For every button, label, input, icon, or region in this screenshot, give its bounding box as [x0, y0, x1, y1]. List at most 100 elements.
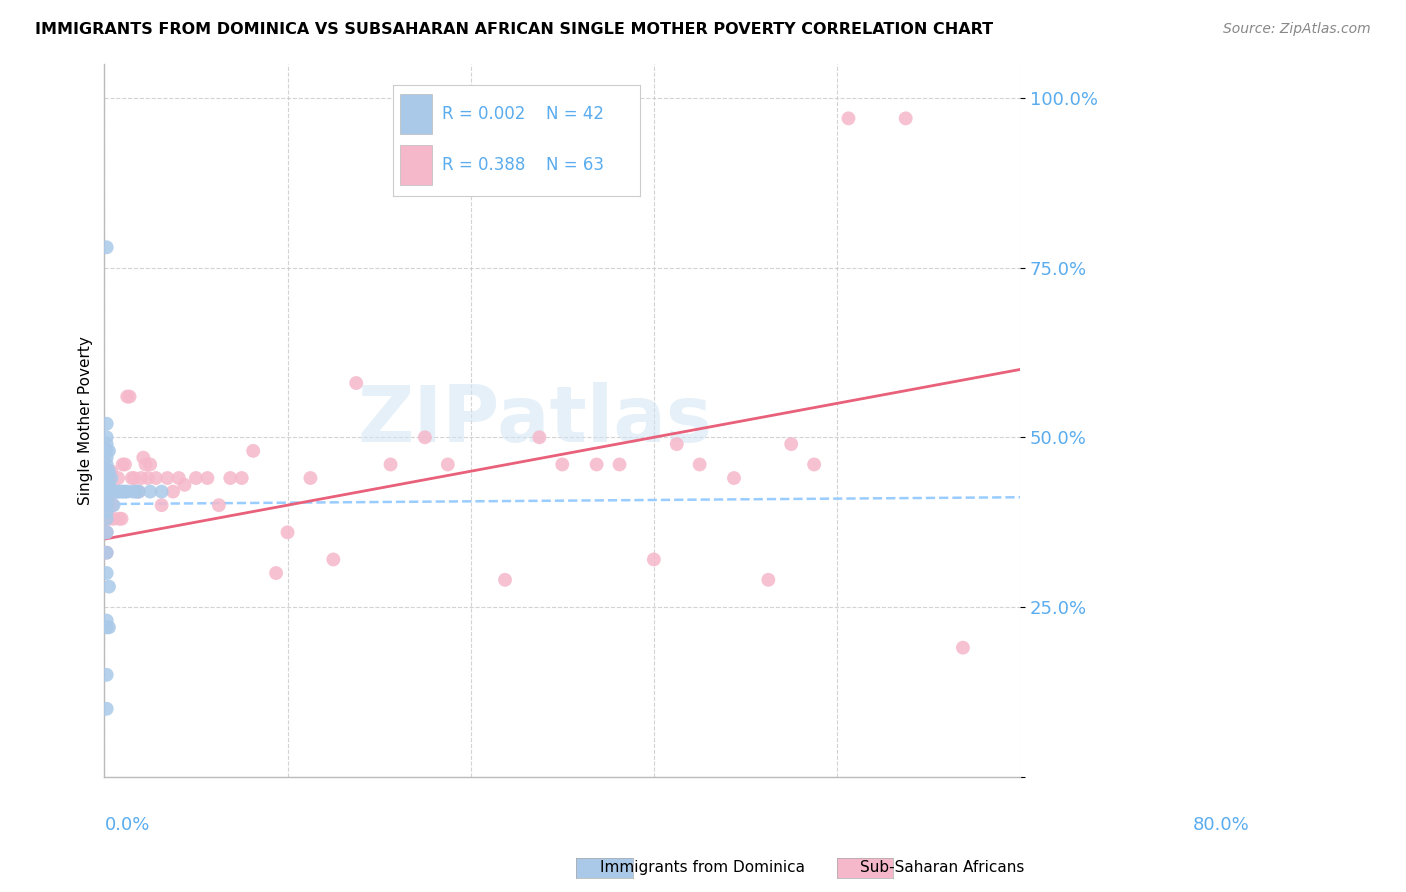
Y-axis label: Single Mother Poverty: Single Mother Poverty: [79, 336, 93, 505]
Point: [96, 478, 118, 492]
Point: [110, 512, 132, 526]
Point: [98, 484, 121, 499]
Point: [322, 552, 344, 566]
Point: [173, 478, 195, 492]
Point: [96, 498, 118, 512]
Point: [129, 471, 152, 485]
Point: [103, 484, 125, 499]
Point: [100, 471, 122, 485]
Point: [167, 471, 190, 485]
Point: [665, 437, 688, 451]
Point: [117, 390, 139, 404]
Point: [104, 484, 127, 499]
Point: [150, 484, 173, 499]
Point: [380, 458, 402, 472]
Text: 80.0%: 80.0%: [1192, 816, 1249, 834]
Point: [96, 471, 118, 485]
Point: [837, 112, 859, 126]
Point: [96, 505, 118, 519]
Point: [162, 484, 184, 499]
Point: [96, 437, 118, 451]
Point: [952, 640, 974, 655]
Point: [107, 471, 129, 485]
Point: [101, 498, 124, 512]
Point: [96, 498, 118, 512]
Point: [96, 546, 118, 560]
Point: [136, 471, 159, 485]
Point: [121, 471, 143, 485]
Point: [122, 471, 145, 485]
Point: [689, 458, 711, 472]
Point: [122, 484, 145, 499]
Point: [96, 240, 118, 254]
Point: [208, 498, 231, 512]
Point: [114, 484, 136, 499]
Point: [110, 484, 132, 499]
Point: [139, 458, 162, 472]
Point: [219, 471, 242, 485]
Point: [494, 573, 516, 587]
Point: [344, 376, 367, 390]
Point: [97, 478, 120, 492]
Point: [529, 430, 551, 444]
Point: [96, 443, 118, 458]
Point: [96, 464, 118, 478]
Point: [96, 566, 118, 580]
Point: [96, 512, 118, 526]
Point: [96, 458, 118, 472]
Point: [96, 491, 118, 506]
Point: [96, 512, 118, 526]
Point: [756, 573, 779, 587]
Point: [128, 484, 150, 499]
Point: [135, 458, 157, 472]
Text: Source: ZipAtlas.com: Source: ZipAtlas.com: [1223, 22, 1371, 37]
Point: [97, 443, 120, 458]
Text: Sub-Saharan Africans: Sub-Saharan Africans: [860, 860, 1024, 874]
Point: [96, 417, 118, 431]
Point: [111, 458, 134, 472]
Text: IMMIGRANTS FROM DOMINICA VS SUBSAHARAN AFRICAN SINGLE MOTHER POVERTY CORRELATION: IMMIGRANTS FROM DOMINICA VS SUBSAHARAN A…: [35, 22, 993, 37]
Point: [118, 390, 141, 404]
Point: [723, 471, 745, 485]
Point: [97, 512, 120, 526]
Point: [299, 471, 322, 485]
Point: [96, 525, 118, 540]
Point: [96, 620, 118, 634]
Point: [150, 498, 173, 512]
Point: [242, 443, 264, 458]
Point: [197, 471, 219, 485]
Point: [156, 471, 179, 485]
Point: [803, 458, 825, 472]
Point: [128, 484, 150, 499]
Point: [96, 484, 118, 499]
Point: [96, 614, 118, 628]
Point: [96, 668, 118, 682]
Point: [96, 702, 118, 716]
Point: [277, 525, 299, 540]
Point: [145, 471, 167, 485]
Text: 0.0%: 0.0%: [104, 816, 150, 834]
Point: [100, 464, 122, 478]
Point: [96, 450, 118, 465]
Point: [780, 437, 803, 451]
Point: [104, 484, 127, 499]
Point: [97, 478, 120, 492]
Point: [104, 484, 127, 499]
Point: [97, 620, 120, 634]
Point: [894, 112, 917, 126]
Point: [108, 512, 131, 526]
Point: [413, 430, 436, 444]
Point: [139, 484, 162, 499]
Point: [103, 512, 125, 526]
Point: [231, 471, 253, 485]
Point: [585, 458, 607, 472]
Point: [551, 458, 574, 472]
Point: [125, 484, 148, 499]
Point: [103, 498, 125, 512]
Point: [111, 484, 134, 499]
Point: [643, 552, 665, 566]
Text: Immigrants from Dominica: Immigrants from Dominica: [600, 860, 806, 874]
Point: [184, 471, 207, 485]
Point: [96, 430, 118, 444]
Point: [114, 458, 136, 472]
